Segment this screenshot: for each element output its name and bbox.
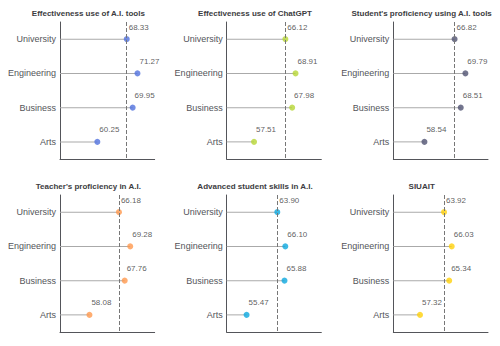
svg-text:Arts: Arts xyxy=(207,310,224,320)
svg-text:Arts: Arts xyxy=(40,310,57,320)
svg-text:55.47: 55.47 xyxy=(249,298,270,307)
svg-text:University: University xyxy=(16,34,56,44)
svg-text:Arts: Arts xyxy=(40,137,57,147)
svg-text:Engineering: Engineering xyxy=(8,241,56,251)
svg-text:57.51: 57.51 xyxy=(256,125,277,134)
svg-text:68.51: 68.51 xyxy=(463,91,484,100)
svg-text:63.92: 63.92 xyxy=(446,196,467,205)
svg-text:Engineering: Engineering xyxy=(175,241,223,251)
svg-text:60.25: 60.25 xyxy=(99,125,120,134)
svg-text:Business: Business xyxy=(353,103,390,113)
svg-text:Business: Business xyxy=(19,276,56,286)
svg-text:University: University xyxy=(183,34,223,44)
svg-text:66.03: 66.03 xyxy=(454,230,475,239)
svg-text:66.10: 66.10 xyxy=(287,230,308,239)
svg-text:Teacher's proficiency in A.I.: Teacher's proficiency in A.I. xyxy=(36,182,141,191)
svg-text:Business: Business xyxy=(186,276,223,286)
svg-text:58.54: 58.54 xyxy=(426,125,447,134)
svg-text:Arts: Arts xyxy=(373,137,390,147)
svg-text:Business: Business xyxy=(186,103,223,113)
svg-text:66.18: 66.18 xyxy=(121,196,142,205)
svg-text:65.34: 65.34 xyxy=(451,264,472,273)
svg-text:University: University xyxy=(16,207,56,217)
svg-text:68.91: 68.91 xyxy=(298,57,319,66)
svg-text:67.76: 67.76 xyxy=(127,264,148,273)
svg-text:University: University xyxy=(350,34,390,44)
svg-text:69.28: 69.28 xyxy=(132,230,153,239)
svg-text:69.79: 69.79 xyxy=(467,57,488,66)
svg-text:69.95: 69.95 xyxy=(135,91,156,100)
svg-text:Business: Business xyxy=(19,103,56,113)
svg-text:66.12: 66.12 xyxy=(287,23,308,32)
svg-text:SIUAIT: SIUAIT xyxy=(409,182,435,191)
svg-text:58.08: 58.08 xyxy=(91,298,112,307)
svg-text:Engineering: Engineering xyxy=(8,68,56,78)
svg-text:67.98: 67.98 xyxy=(294,91,315,100)
svg-text:University: University xyxy=(350,207,390,217)
svg-text:Engineering: Engineering xyxy=(175,68,223,78)
svg-text:Advanced student skills in A.I: Advanced student skills in A.I. xyxy=(197,182,312,191)
svg-text:Engineering: Engineering xyxy=(341,68,389,78)
svg-text:71.27: 71.27 xyxy=(139,57,160,66)
svg-text:University: University xyxy=(183,207,223,217)
svg-text:Effectiveness use of ChatGPT: Effectiveness use of ChatGPT xyxy=(198,9,312,18)
svg-text:Effectiveness use of A.I. tool: Effectiveness use of A.I. tools xyxy=(32,9,146,18)
svg-text:Student's proficiency using A.: Student's proficiency using A.I. tools xyxy=(352,9,493,18)
svg-text:65.88: 65.88 xyxy=(286,264,307,273)
svg-text:63.90: 63.90 xyxy=(279,196,300,205)
svg-text:Engineering: Engineering xyxy=(341,241,389,251)
svg-text:Arts: Arts xyxy=(207,137,224,147)
svg-text:Business: Business xyxy=(353,276,390,286)
svg-text:Arts: Arts xyxy=(373,310,390,320)
svg-text:66.82: 66.82 xyxy=(457,23,478,32)
svg-text:57.32: 57.32 xyxy=(422,298,443,307)
svg-text:68.33: 68.33 xyxy=(129,23,150,32)
